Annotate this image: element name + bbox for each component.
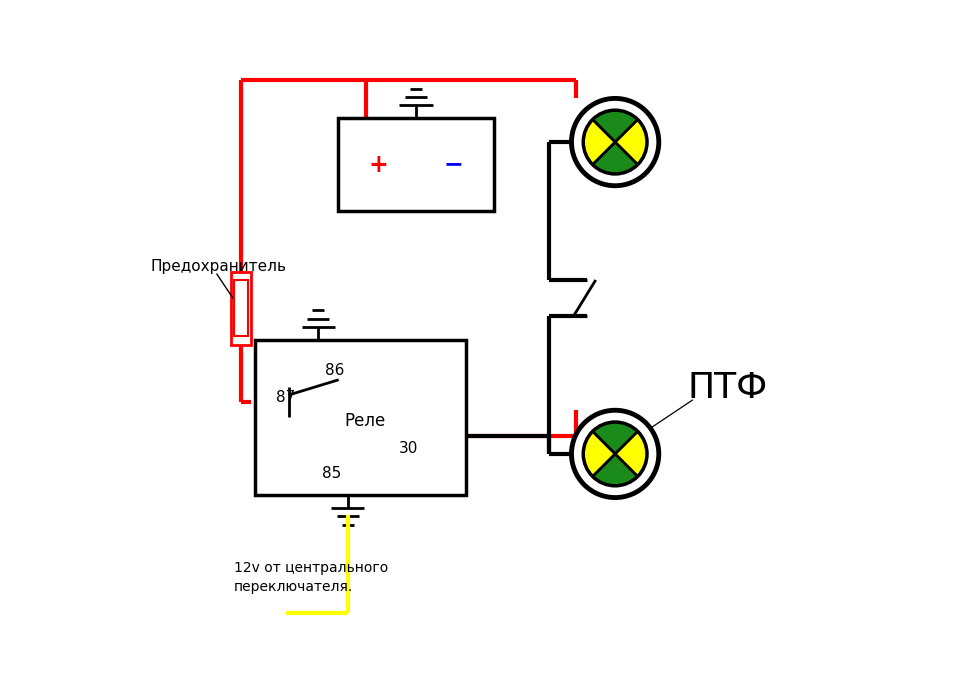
Text: 85: 85 [323, 466, 342, 481]
Wedge shape [615, 119, 647, 165]
Circle shape [571, 410, 659, 498]
Text: 30: 30 [398, 441, 418, 456]
Text: 12v от центрального
переключателя.: 12v от центрального переключателя. [234, 561, 388, 594]
Wedge shape [592, 142, 637, 174]
Wedge shape [592, 110, 637, 142]
Bar [338, 118, 493, 211]
Bar [254, 340, 467, 495]
Wedge shape [615, 431, 647, 477]
Bar [234, 280, 248, 336]
Text: Предохранитель: Предохранитель [151, 259, 287, 274]
Bar [230, 272, 252, 344]
Text: +: + [369, 152, 389, 177]
Text: 86: 86 [325, 363, 345, 378]
Wedge shape [592, 454, 637, 486]
Wedge shape [592, 422, 637, 454]
Text: 87: 87 [276, 389, 295, 405]
Wedge shape [584, 119, 615, 165]
Text: −: − [444, 152, 463, 177]
Wedge shape [584, 431, 615, 477]
Text: ПТФ: ПТФ [688, 371, 768, 405]
Circle shape [571, 98, 659, 186]
Text: Реле: Реле [344, 412, 385, 430]
